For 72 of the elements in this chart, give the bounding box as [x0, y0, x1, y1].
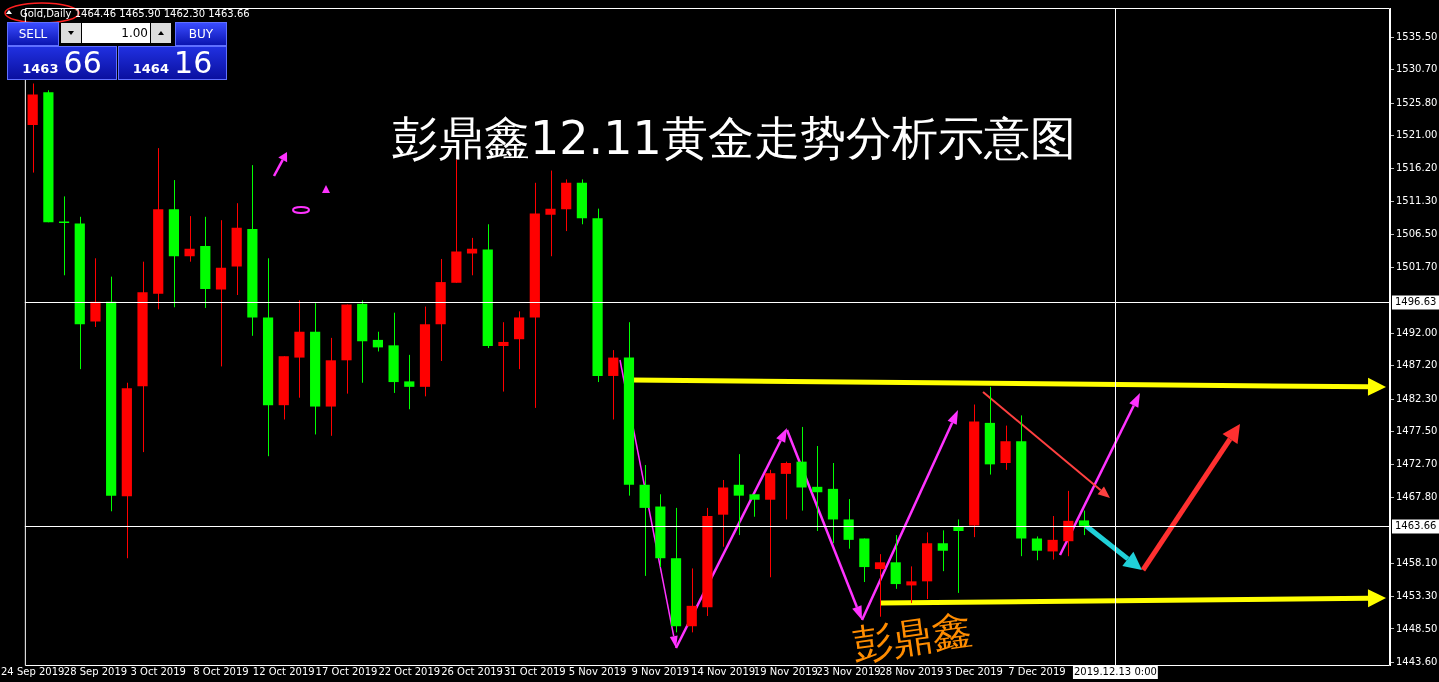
- candlestick: [906, 565, 917, 604]
- y-tick-label: 1506.50: [1396, 228, 1438, 240]
- candlestick: [1078, 510, 1090, 536]
- candlestick: [184, 215, 195, 263]
- x-tick-label: 7 Dec 2019: [1008, 665, 1066, 677]
- candlestick: [733, 453, 744, 536]
- ref-line-label: 1463.66: [1395, 520, 1437, 532]
- candlestick: [812, 445, 823, 532]
- candlestick: [780, 461, 791, 520]
- candlestick: [1031, 535, 1043, 561]
- candlestick: [404, 354, 415, 410]
- candlestick: [843, 498, 854, 550]
- x-tick-label: 31 Oct 2019: [503, 665, 566, 677]
- x-tick-label: 14 Nov 2019: [691, 665, 756, 677]
- y-tick-label: 1501.70: [1396, 260, 1438, 272]
- candlestick: [90, 257, 101, 328]
- y-tick-label: 1530.70: [1396, 63, 1438, 75]
- x-tick-label: 26 Oct 2019: [441, 665, 503, 677]
- candlestick: [686, 567, 697, 633]
- x-tick-label: 5 Nov 2019: [568, 665, 627, 677]
- y-tick-label: 1448.50: [1396, 622, 1438, 634]
- candlestick: [372, 331, 383, 352]
- annotation: 66: [63, 45, 102, 80]
- y-tick-label: 1482.30: [1396, 392, 1438, 404]
- x-tick-label: 12 Oct 2019: [252, 665, 315, 677]
- x-tick-label: 28 Nov 2019: [879, 665, 944, 677]
- candlestick: [608, 349, 619, 420]
- text-field: 1.00: [82, 23, 150, 43]
- y-tick-label: 1443.60: [1396, 655, 1438, 667]
- annotation: BUY: [175, 22, 227, 46]
- candlestick: [514, 310, 525, 370]
- y-tick-label: 1516.20: [1396, 162, 1438, 174]
- candlestick: [937, 529, 948, 572]
- y-tick-label: 1521.00: [1396, 129, 1438, 141]
- x-tick-label: 2019.12.13 0:00: [1073, 665, 1157, 677]
- candlestick: [953, 518, 964, 594]
- y-tick-label: 1492.00: [1396, 326, 1438, 338]
- candlestick: [1047, 515, 1058, 561]
- candlestick: [1063, 490, 1074, 557]
- x-tick-label: 8 Oct 2019: [193, 665, 249, 677]
- x-tick-label: 9 Nov 2019: [631, 665, 690, 677]
- candlestick: [749, 493, 760, 518]
- y-tick-label: 1472.70: [1396, 457, 1438, 469]
- candlestick: [890, 534, 901, 590]
- annotation: 1463: [22, 61, 59, 76]
- candlestick: [639, 464, 650, 577]
- y-tick-label: 1453.30: [1396, 589, 1438, 601]
- y-tick-label: 1535.50: [1396, 30, 1438, 42]
- candlestick: [1000, 425, 1011, 471]
- x-tick-label: 3 Oct 2019: [130, 665, 186, 677]
- x-tick-label: 22 Oct 2019: [378, 665, 441, 677]
- x-tick-label: 23 Nov 2019: [816, 665, 881, 677]
- y-tick-label: 1511.30: [1396, 195, 1438, 207]
- ref-line-label: 1496.63: [1395, 296, 1437, 308]
- y-tick-label: 1458.10: [1396, 557, 1438, 569]
- candlestick: [545, 170, 556, 257]
- candlestick: [498, 321, 509, 393]
- candlestick: [466, 237, 478, 276]
- candlestick: [874, 553, 886, 618]
- x-tick-label: 3 Dec 2019: [945, 665, 1003, 677]
- y-tick-label: 1477.50: [1396, 425, 1438, 437]
- x-tick-label: 24 Sep 2019: [0, 665, 65, 677]
- y-tick-label: 1487.20: [1396, 359, 1438, 371]
- candlestick: [215, 219, 227, 367]
- y-tick-label: 1467.80: [1396, 491, 1438, 503]
- annotation: SELL: [7, 22, 59, 46]
- y-tick-label: 1525.80: [1396, 96, 1438, 108]
- text: 彭鼎鑫12.11黄金走势分析示意图: [392, 110, 1076, 167]
- annotation: 16: [174, 45, 213, 80]
- x-tick-label: 17 Oct 2019: [315, 665, 378, 677]
- x-tick-label: 28 Sep 2019: [63, 665, 128, 677]
- annotation: 1464: [132, 61, 169, 76]
